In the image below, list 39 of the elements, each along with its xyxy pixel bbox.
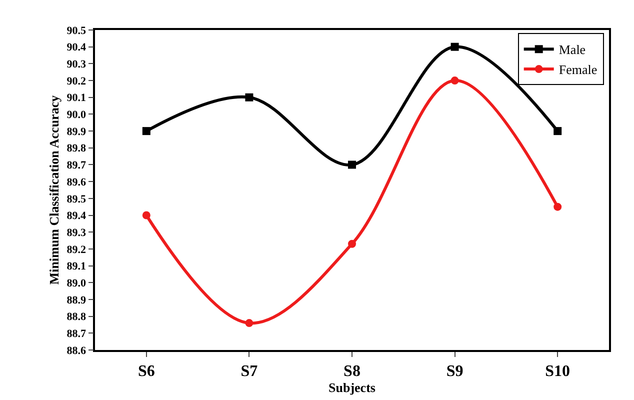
y-tick-label: 90.1 <box>66 92 86 104</box>
y-tick-label: 88.7 <box>66 328 87 340</box>
y-tick-label: 89.8 <box>66 142 87 155</box>
point <box>245 93 254 102</box>
y-tick-label: 90.4 <box>66 42 87 54</box>
y-tick-label: 89.6 <box>66 176 87 188</box>
legend-label: Male <box>558 42 586 58</box>
y-tick-label: 89.3 <box>66 226 87 239</box>
point <box>245 319 254 328</box>
point <box>554 202 562 211</box>
point <box>554 127 562 136</box>
legend-label: Female <box>558 62 598 78</box>
y-tick-label: 88.8 <box>66 311 87 324</box>
x-tick-label: S6 <box>138 362 155 380</box>
y-tick-label: 89.2 <box>66 244 87 256</box>
y-tick-label: 88.9 <box>66 294 87 306</box>
y-tick-label: 89.9 <box>66 126 87 138</box>
y-tick-label: 90.2 <box>66 75 87 88</box>
y-axis-title: Minimum Classification Accuracy <box>46 94 62 285</box>
point <box>450 42 459 51</box>
y-tick-label: 89.0 <box>66 277 87 290</box>
point <box>348 240 356 248</box>
x-tick-label: S7 <box>240 362 258 380</box>
x-tick-label: S9 <box>446 362 464 380</box>
x-tick-label: S10 <box>545 362 570 380</box>
point <box>142 211 150 220</box>
point <box>450 76 459 85</box>
x-tick-label: S8 <box>344 362 360 380</box>
y-tick-label: 90.0 <box>66 109 87 122</box>
y-tick-label: 89.4 <box>66 210 87 222</box>
y-tick-label: 89.5 <box>66 193 87 206</box>
y-tick-label: 89.1 <box>66 260 86 273</box>
y-tick-label: 89.7 <box>66 160 87 172</box>
y-tick-label: 90.5 <box>66 24 87 37</box>
y-tick-label: 90.3 <box>66 58 87 71</box>
point <box>142 127 150 136</box>
x-axis-title: Subjects <box>328 380 376 395</box>
y-tick-label: 88.6 <box>66 344 87 357</box>
point <box>348 160 356 169</box>
